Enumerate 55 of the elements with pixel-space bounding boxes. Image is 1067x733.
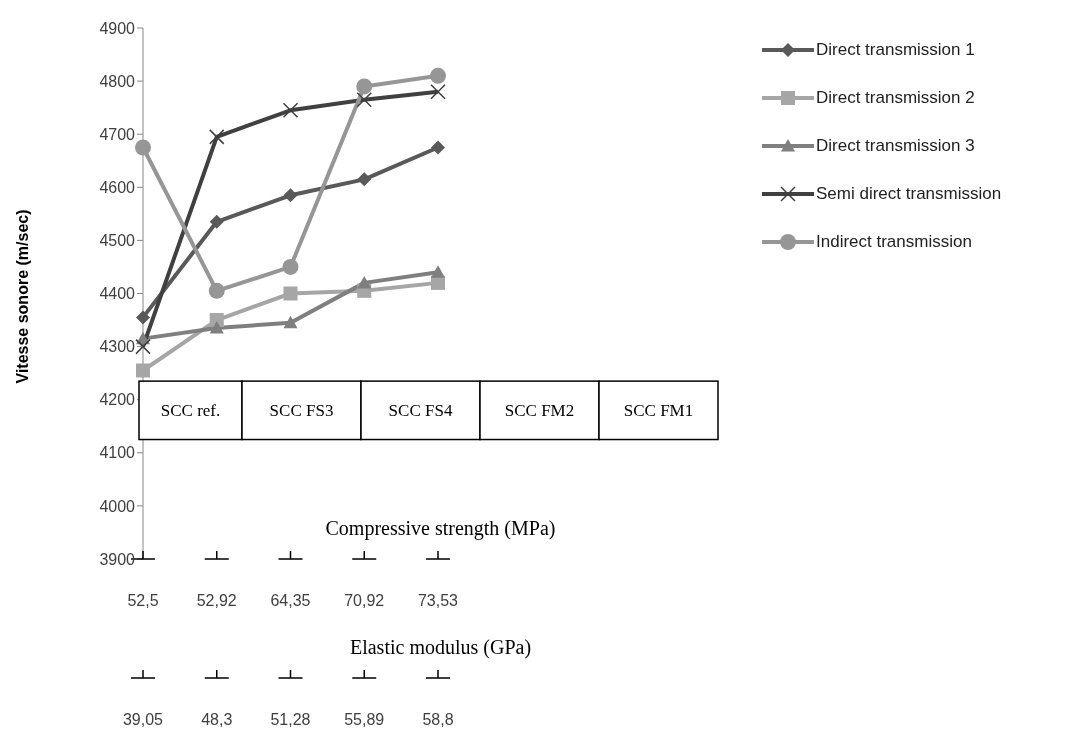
point (357, 275, 372, 289)
point (208, 282, 225, 299)
annotation: SCC ref. (160, 401, 221, 421)
point (282, 102, 299, 119)
text: 51,28 (270, 711, 311, 728)
legend-label: Semi direct transmission (816, 184, 1002, 204)
legend-label: Direct transmission 1 (816, 40, 975, 60)
x-tick-label: 73,53 (417, 592, 459, 609)
text: 39,05 (122, 711, 164, 728)
y-tick-label: 4500 (99, 232, 136, 250)
y-tick-label: 4600 (99, 178, 136, 196)
x-tick-label: 70,92 (344, 592, 385, 609)
y-tick-label: 4200 (99, 391, 136, 409)
text: 48,3 (201, 711, 233, 728)
legend-label: Direct transmission 2 (816, 88, 975, 108)
y-tick-label: 4800 (99, 72, 136, 90)
text: SCC FM1 (623, 401, 694, 421)
point (136, 363, 150, 378)
point (356, 91, 372, 108)
point (135, 139, 151, 156)
y-tick-label: 4400 (99, 285, 136, 303)
point (430, 83, 446, 100)
annotation: SCC FS3 (269, 401, 334, 421)
y-tick-label: 4300 (99, 338, 136, 356)
text: 55,89 (344, 711, 385, 728)
annotation: SCC FS4 (388, 401, 453, 421)
x-axis-title: Compressive strength (MPa) (325, 517, 556, 540)
point (430, 67, 446, 84)
point (431, 140, 445, 155)
y-axis-title: Vitesse sonore (m/sec) (13, 209, 31, 384)
text: 58,8 (422, 711, 454, 728)
point (209, 321, 224, 334)
point (356, 78, 373, 95)
y-tick-label: 4900 (99, 19, 136, 37)
text: SCC FM2 (504, 401, 575, 421)
point (357, 172, 372, 187)
point (283, 315, 298, 329)
x2-axis-title: Elastic modulus (GPa) (349, 636, 532, 659)
y-tick-label: 4700 (99, 125, 136, 143)
legend-label: Direct transmission 3 (816, 136, 975, 156)
point (282, 258, 299, 275)
x-tick-label: 52,5 (127, 592, 159, 609)
legend-label: Indirect transmission (816, 232, 972, 252)
y-tick-label: 4100 (99, 444, 136, 462)
point (209, 214, 224, 229)
point (283, 286, 298, 301)
point (431, 265, 445, 278)
point (283, 188, 298, 203)
x-tick-label: 52,92 (196, 592, 237, 609)
point (209, 129, 225, 145)
x-tick-label: 64,35 (270, 592, 311, 609)
point (136, 310, 150, 325)
y-tick-label: 4000 (99, 497, 136, 515)
point (135, 338, 151, 355)
y-tick-label: 3900 (99, 550, 136, 568)
